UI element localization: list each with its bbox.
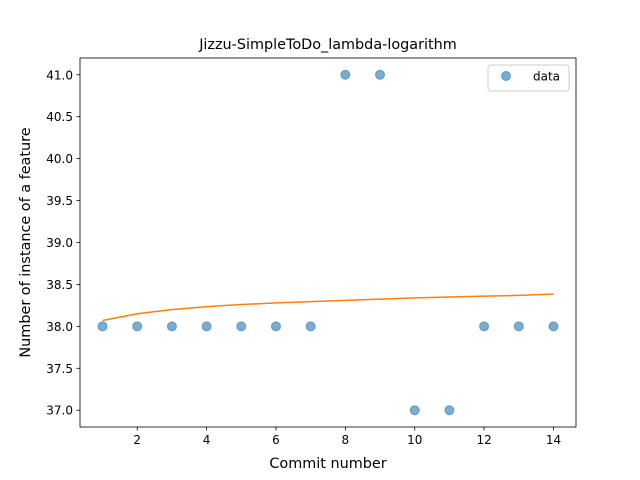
data-point [479, 321, 490, 332]
x-tick-label: 2 [133, 433, 141, 447]
y-tick-label: 39.0 [46, 236, 73, 250]
y-tick-label: 37.0 [46, 404, 73, 418]
y-tick-label: 38.5 [46, 278, 73, 292]
data-point [132, 321, 143, 332]
x-axis: 2 4 6 8 10 12 14 [133, 427, 561, 447]
data-point [375, 69, 386, 80]
data-point [305, 321, 316, 332]
data-point [201, 321, 212, 332]
x-tick-label: 6 [272, 433, 280, 447]
x-tick-label: 12 [476, 433, 491, 447]
plot-area-frame [79, 57, 577, 428]
data-point [548, 321, 559, 332]
legend-box [487, 64, 570, 92]
data-point [444, 405, 455, 416]
x-tick-label: 4 [203, 433, 211, 447]
y-tick-label: 40.5 [46, 110, 73, 124]
y-tick-label: 39.5 [46, 194, 73, 208]
data-point [340, 69, 351, 80]
legend: data [487, 64, 570, 92]
y-tick-label: 38.0 [46, 320, 73, 334]
x-axis-label: Commit number [269, 456, 386, 472]
chart-title: Jizzu-SimpleToDo_lambda-logarithm [198, 37, 457, 53]
x-tick-label: 14 [546, 433, 561, 447]
data-point [166, 321, 177, 332]
data-point [236, 321, 247, 332]
legend-label-data: data [533, 70, 560, 84]
plot-marks [97, 69, 559, 416]
x-tick-label: 10 [407, 433, 422, 447]
data-point [409, 405, 420, 416]
y-tick-label: 37.5 [46, 362, 73, 376]
legend-marker-data [501, 71, 511, 81]
y-tick-label: 40.0 [46, 152, 73, 166]
x-tick-label: 8 [342, 433, 350, 447]
data-point [513, 321, 524, 332]
fit-line [102, 293, 554, 322]
data-point [97, 321, 108, 332]
y-axis: 37.0 37.5 38.0 38.5 39.0 39.5 40.0 40.5 41.0 [46, 68, 80, 418]
data-point [270, 321, 281, 332]
y-axis-label: Number of instance of a feature [18, 127, 34, 357]
y-tick-label: 41.0 [46, 68, 73, 82]
